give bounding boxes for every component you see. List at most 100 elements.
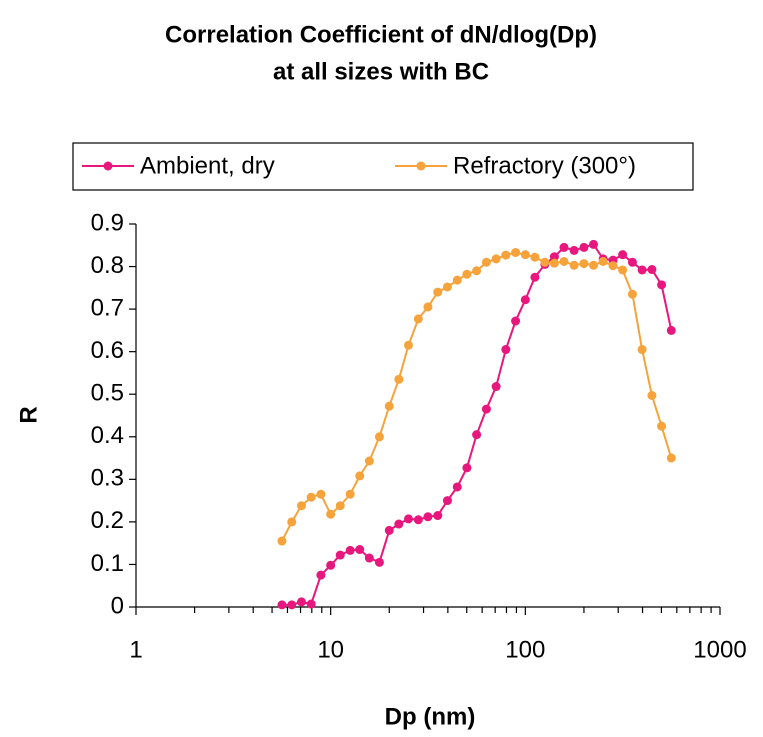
data-point <box>657 421 667 431</box>
data-point <box>364 553 374 563</box>
data-point <box>345 489 355 499</box>
data-point <box>306 599 316 609</box>
data-point <box>306 492 316 502</box>
data-point <box>666 453 676 463</box>
data-point <box>637 345 647 355</box>
y-tick-label: 0.1 <box>91 550 124 577</box>
data-point <box>335 501 345 511</box>
data-point <box>394 374 404 384</box>
data-point <box>589 260 599 270</box>
x-tick-label: 100 <box>505 636 545 663</box>
chart-title: Correlation Coefficient of dN/dlog(Dp) <box>165 21 597 48</box>
data-point <box>423 302 433 312</box>
data-point <box>569 245 579 255</box>
data-point <box>530 252 540 262</box>
data-point <box>559 256 569 266</box>
y-tick-label: 0.9 <box>91 209 124 236</box>
data-point <box>462 463 472 473</box>
data-point <box>549 252 559 262</box>
data-point <box>442 282 452 292</box>
data-point <box>403 514 413 524</box>
data-point <box>491 382 501 392</box>
data-point <box>511 248 521 258</box>
data-point <box>462 269 472 279</box>
chart-title: at all sizes with BC <box>273 58 489 85</box>
data-point <box>355 545 365 555</box>
data-point <box>472 266 482 276</box>
legend-box <box>72 142 694 191</box>
data-point <box>501 250 511 260</box>
data-point <box>355 471 365 481</box>
data-point <box>618 250 628 260</box>
x-tick-label: 10 <box>317 636 344 663</box>
data-point <box>647 265 657 275</box>
data-point <box>442 496 452 506</box>
data-point <box>481 404 491 414</box>
data-point <box>277 600 287 610</box>
data-point <box>579 259 589 269</box>
data-point <box>598 256 608 266</box>
data-point <box>403 340 413 350</box>
data-point <box>627 257 637 267</box>
data-point <box>364 456 374 466</box>
y-tick-label: 0.3 <box>91 465 124 492</box>
data-point <box>316 489 326 499</box>
data-point <box>501 345 511 355</box>
data-point <box>540 257 550 267</box>
data-point <box>452 482 462 492</box>
legend-marker <box>103 161 113 171</box>
data-point <box>666 325 676 335</box>
data-point <box>549 258 559 268</box>
data-point <box>394 519 404 529</box>
data-point <box>647 390 657 400</box>
y-tick-label: 0 <box>111 592 124 619</box>
data-point <box>608 261 618 271</box>
data-point <box>374 557 384 567</box>
data-point <box>384 401 394 411</box>
legend-label: Refractory (300°) <box>453 152 636 179</box>
data-point <box>296 597 306 607</box>
data-point <box>296 501 306 511</box>
data-point <box>433 287 443 297</box>
data-point <box>433 511 443 521</box>
data-point <box>618 265 628 275</box>
data-point <box>452 275 462 285</box>
data-point <box>345 545 355 555</box>
data-point <box>287 517 297 527</box>
y-tick-label: 0.4 <box>91 422 124 449</box>
data-point <box>374 432 384 442</box>
data-point <box>579 242 589 252</box>
series-line <box>281 251 673 542</box>
data-point <box>589 239 599 249</box>
data-point <box>413 515 423 525</box>
legend-marker <box>416 161 426 171</box>
data-point <box>335 550 345 560</box>
legend-label: Ambient, dry <box>140 152 275 179</box>
y-tick-label: 0.7 <box>91 294 124 321</box>
x-axis-label: Dp (nm) <box>385 703 476 730</box>
y-tick-label: 0.2 <box>91 507 124 534</box>
data-point <box>627 289 637 299</box>
data-point <box>569 260 579 270</box>
y-tick-label: 0.8 <box>91 252 124 279</box>
data-point <box>511 316 521 326</box>
data-point <box>277 536 287 546</box>
data-point <box>520 295 530 305</box>
data-point <box>520 250 530 260</box>
data-point <box>287 600 297 610</box>
data-point <box>657 280 667 290</box>
y-axis-label: R <box>15 406 42 423</box>
data-point <box>384 525 394 535</box>
y-tick-label: 0.6 <box>91 337 124 364</box>
data-point <box>326 560 336 570</box>
data-point <box>423 512 433 522</box>
data-point <box>481 257 491 267</box>
y-tick-label: 0.5 <box>91 380 124 407</box>
x-tick-label: 1000 <box>693 636 746 663</box>
data-point <box>491 254 501 264</box>
x-tick-label: 1 <box>129 636 142 663</box>
data-point <box>559 242 569 252</box>
data-point <box>530 272 540 282</box>
data-point <box>637 265 647 275</box>
